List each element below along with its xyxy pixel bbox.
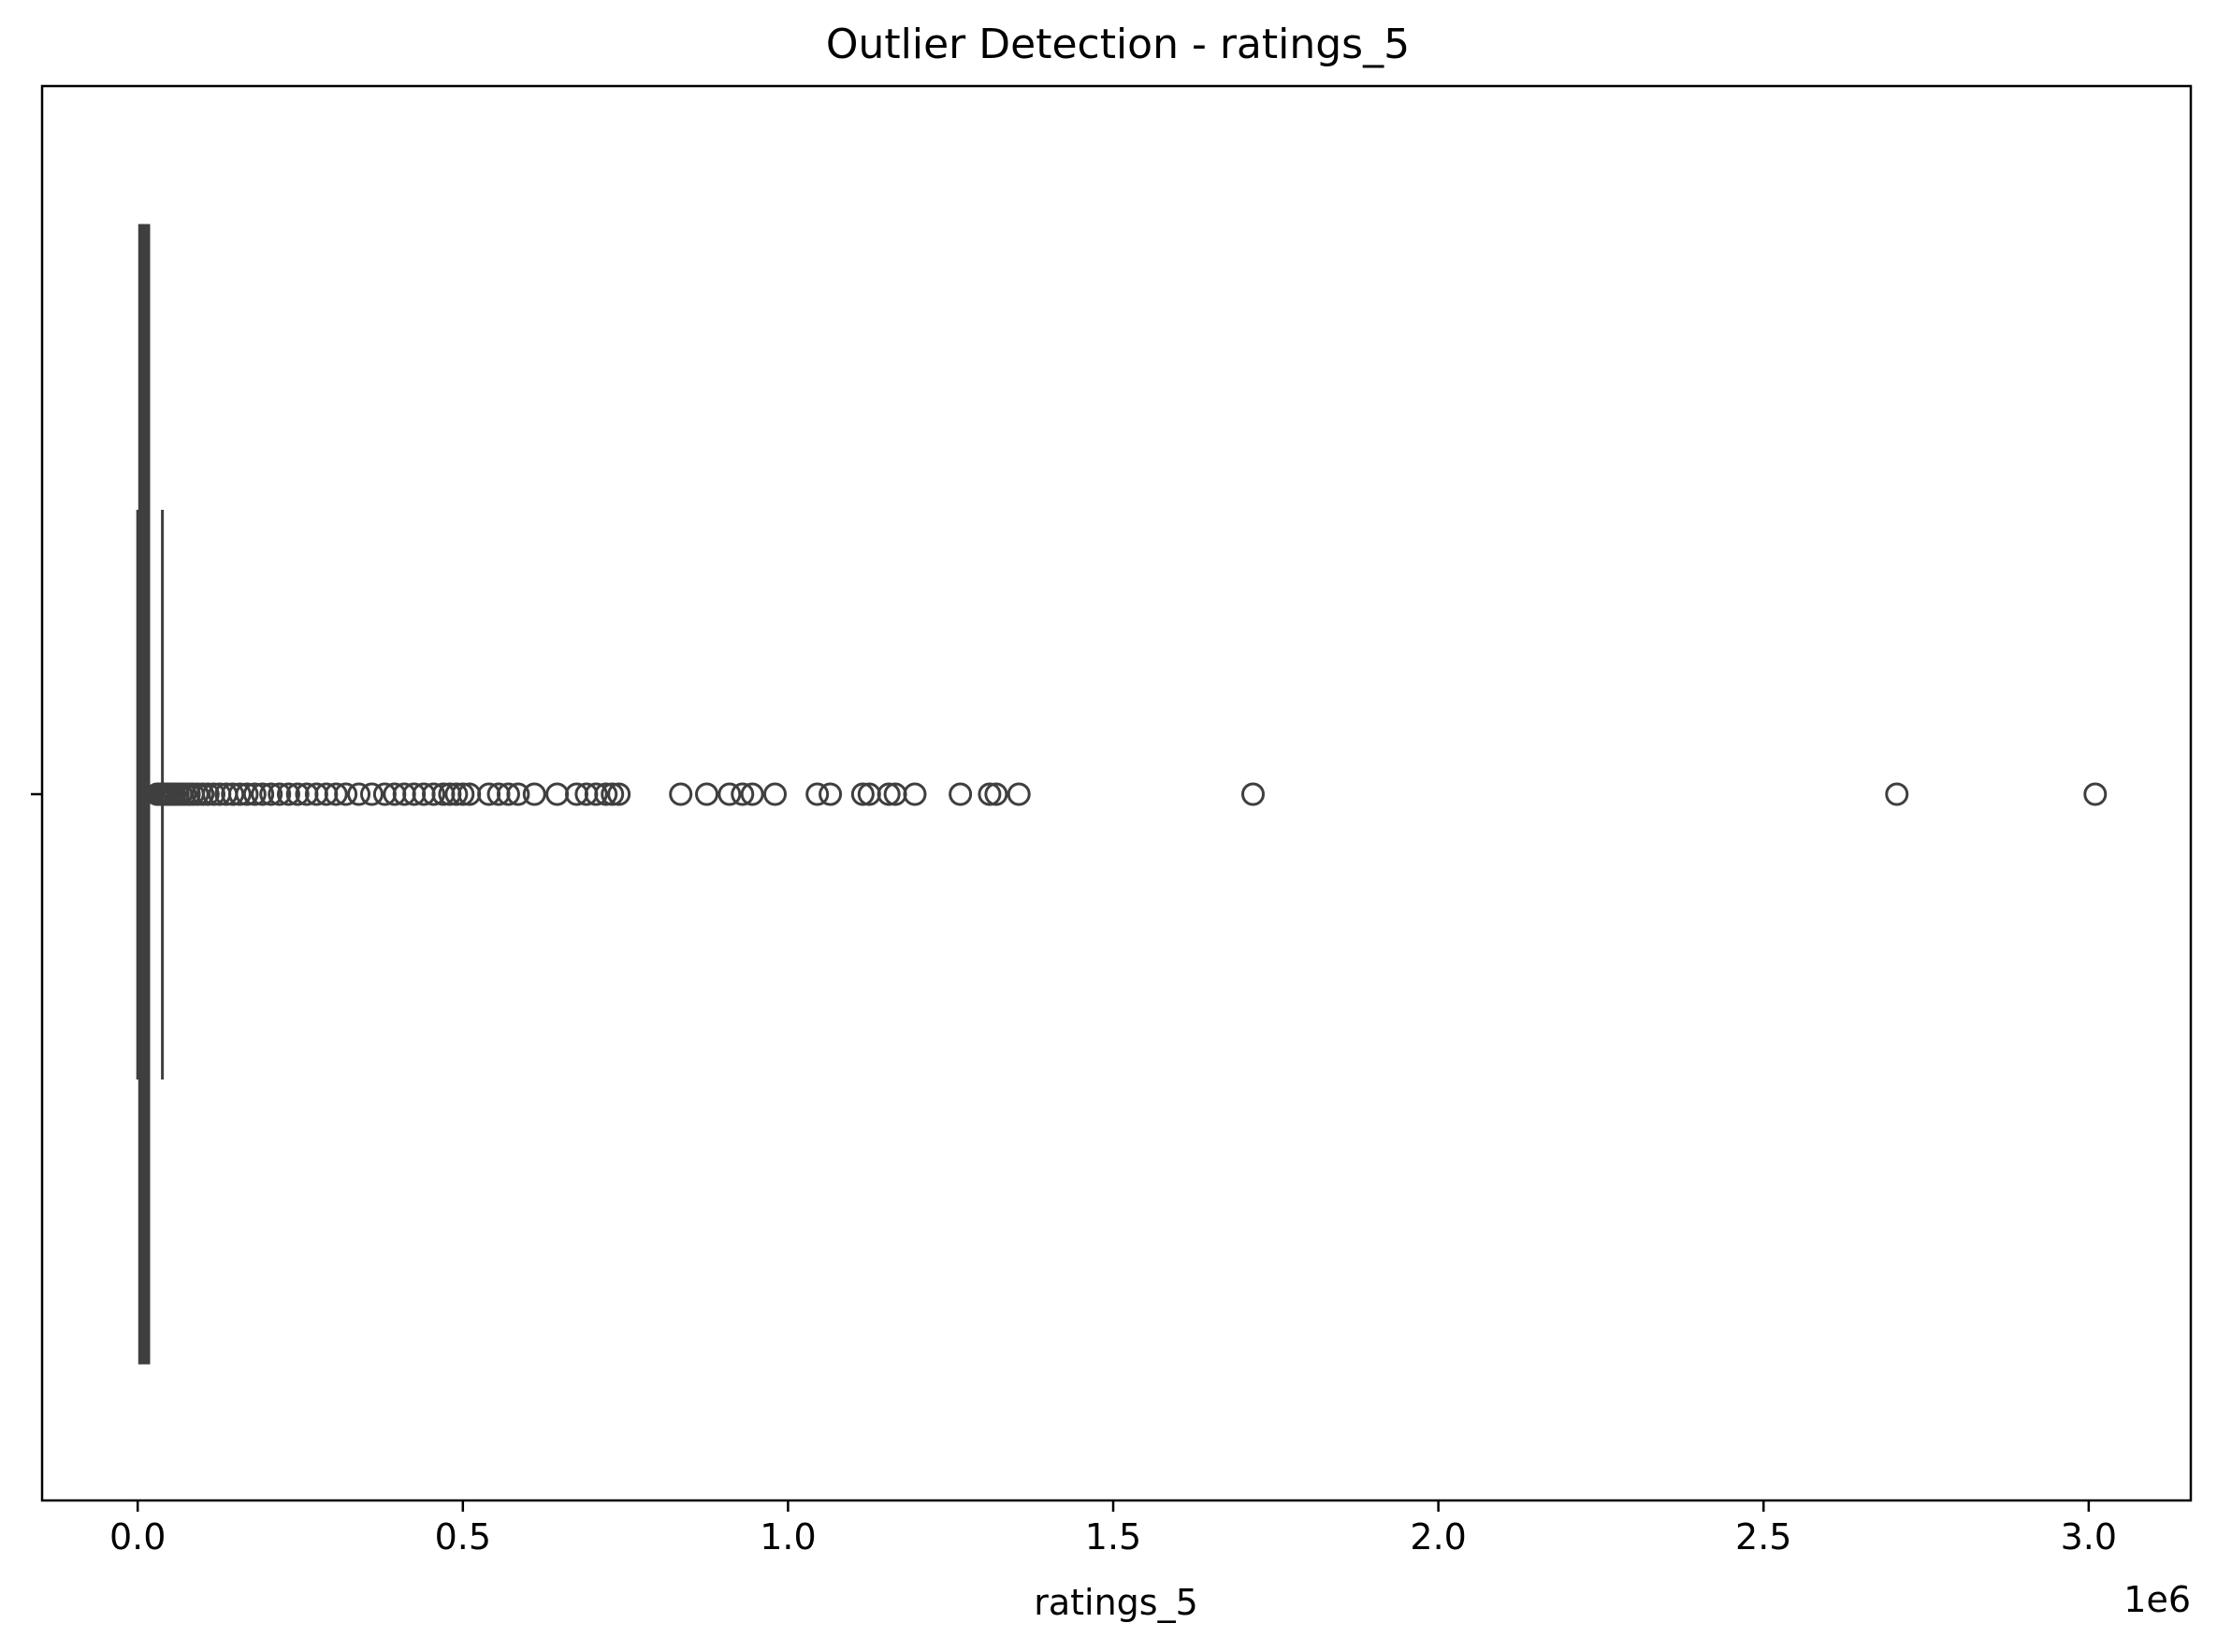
outlier-point [259, 782, 283, 806]
outlier-point [196, 782, 220, 806]
outlier-point [877, 782, 901, 806]
outlier-point [227, 782, 252, 806]
outlier-point [251, 782, 275, 806]
outlier-point [268, 782, 292, 806]
x-tick-label: 2.0 [1410, 1516, 1466, 1558]
outlier-point [334, 782, 358, 806]
x-axis-label: ratings_5 [1034, 1582, 1198, 1623]
outlier-point [978, 782, 1002, 806]
outlier-point [506, 782, 530, 806]
x-tick-label: 0.0 [109, 1516, 166, 1558]
outlier-point [347, 782, 371, 806]
x-axis: 0.0 0.5 1.0 1.5 2.0 2.5 3.0 [109, 1500, 2117, 1558]
outlier-point [496, 782, 520, 806]
outlier-point [763, 782, 788, 806]
outlier-point [276, 782, 300, 806]
outlier-point [285, 782, 310, 806]
x-tick-label: 1.5 [1085, 1516, 1141, 1558]
outlier-point [984, 782, 1008, 806]
plot-area [136, 224, 2108, 1365]
outlier-point [695, 782, 719, 806]
outlier-point [594, 782, 618, 806]
outlier-point [819, 782, 843, 806]
outlier-point [545, 782, 570, 806]
outlier-point [1240, 782, 1265, 806]
outlier-point [451, 782, 475, 806]
outlier-point [522, 782, 546, 806]
outlier-point [242, 782, 267, 806]
outlier-point [740, 782, 764, 806]
outlier-point [949, 782, 973, 806]
outlier-point [444, 782, 469, 806]
outlier-point [601, 782, 625, 806]
outlier-point [2083, 782, 2108, 806]
outlier-point [1007, 782, 1031, 806]
outlier-point [422, 782, 446, 806]
outlier-point [607, 782, 631, 806]
outlier-point [324, 782, 348, 806]
outlier-point [731, 782, 755, 806]
outlier-point [235, 782, 259, 806]
x-offset-label: 1e6 [2123, 1579, 2191, 1620]
outlier-point [359, 782, 384, 806]
chart-title: Outlier Detection - ratings_5 [826, 21, 1410, 68]
outlier-point [805, 782, 830, 806]
outlier-point [903, 782, 927, 806]
x-tick-label: 3.0 [2061, 1516, 2117, 1558]
outlier-point [584, 782, 608, 806]
x-tick-label: 2.5 [1735, 1516, 1791, 1558]
outlier-point [717, 782, 742, 806]
outlier-point [202, 782, 226, 806]
outlier-point [221, 782, 245, 806]
x-tick-label: 0.5 [435, 1516, 491, 1558]
x-tick-label: 1.0 [760, 1516, 816, 1558]
outlier-point [850, 782, 875, 806]
outlier-point [669, 782, 693, 806]
axes-frame [40, 84, 2193, 1502]
outlier-point [1885, 782, 1909, 806]
